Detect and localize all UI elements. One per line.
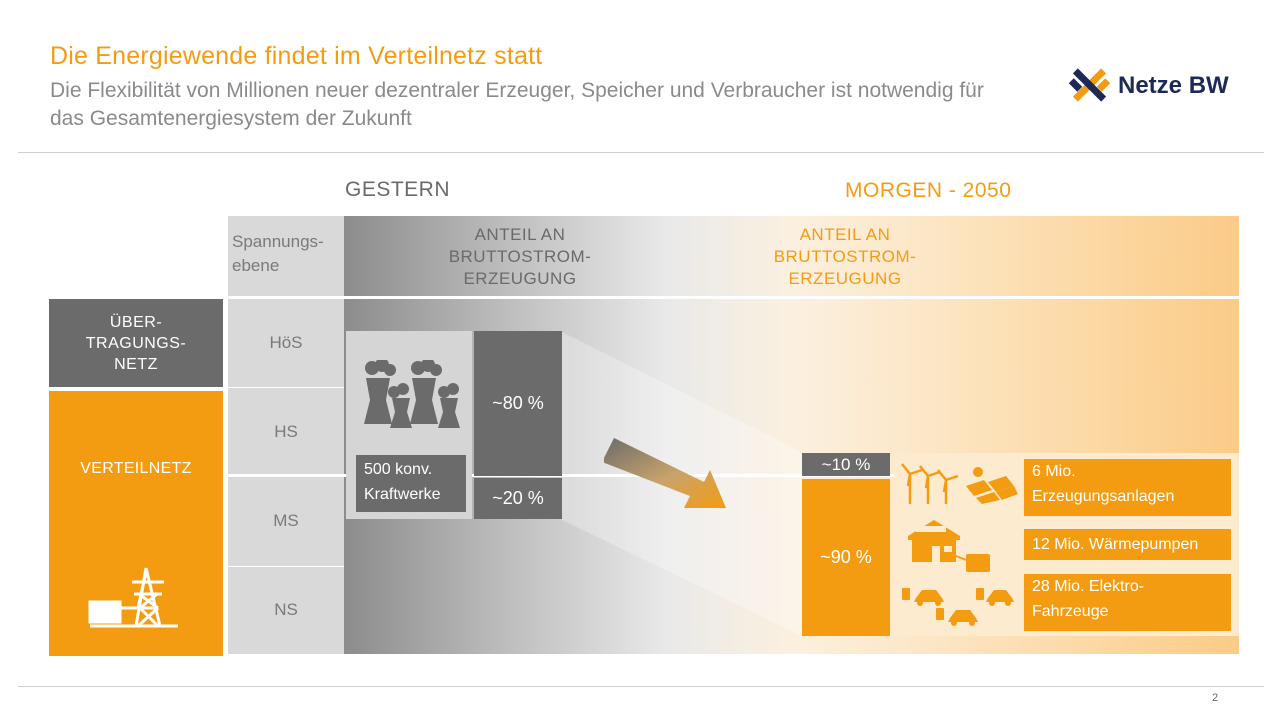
share-bar-gestern-high: ~80 % <box>474 331 562 476</box>
generation-plants-text: 6 Mio. Erzeugungsanlagen <box>1032 463 1175 505</box>
electric-vehicles-box: 28 Mio. Elektro- Fahrzeuge <box>1024 574 1231 631</box>
electric-vehicles-text: 28 Mio. Elektro- Fahrzeuge <box>1032 578 1145 620</box>
heat-pumps-text: 12 Mio. Wärmepumpen <box>1032 536 1199 553</box>
heat-pumps-box: 12 Mio. Wärmepumpen <box>1024 529 1231 560</box>
level-hoes: HöS <box>269 333 303 352</box>
distribution-network-box <box>49 391 223 656</box>
share-value: ~10 % <box>821 454 871 474</box>
netze-bw-logo <box>1068 68 1111 102</box>
power-plants-text: 500 konv. Kraftwerke <box>364 461 441 503</box>
voltage-level-header: Spannungs- ebene <box>232 230 324 278</box>
header-separator <box>228 296 1239 299</box>
logo-text: Netze BW <box>1118 72 1229 99</box>
logo-mark-icon <box>1068 68 1111 102</box>
label-gestern: GESTERN <box>345 178 451 201</box>
wind-turbine-icon <box>901 463 959 504</box>
share-bar-gestern-low: ~20 % <box>474 478 562 519</box>
solar-panel-icon <box>966 467 1018 504</box>
share-bar-morgen-low: ~90 % <box>802 479 890 636</box>
level-divider <box>228 387 344 388</box>
transmission-network-box: ÜBER- TRAGUNGS- NETZ <box>49 299 223 387</box>
substation-pylon-icon <box>88 567 178 628</box>
share-header-morgen: ANTEIL AN BRUTTOSTROM- ERZEUGUNG <box>773 225 917 288</box>
voltage-level-column <box>228 216 344 654</box>
share-value: ~80 % <box>492 393 544 413</box>
bottom-divider <box>18 686 1264 687</box>
share-value: ~90 % <box>820 547 872 567</box>
level-ms: MS <box>273 511 299 530</box>
transmission-network-label: ÜBER- TRAGUNGS- NETZ <box>85 313 187 373</box>
power-plants-label: 500 konv. Kraftwerke <box>356 455 466 512</box>
page-number: 2 <box>1212 692 1219 704</box>
generation-plants-box: 6 Mio. Erzeugungsanlagen <box>1024 459 1231 516</box>
distribution-network-label: VERTEILNETZ <box>80 460 192 477</box>
level-divider <box>228 566 344 567</box>
share-value: ~20 % <box>492 488 544 508</box>
power-plant-cooling-towers-icon <box>364 360 460 428</box>
share-header-gestern: ANTEIL AN BRUTTOSTROM- ERZEUGUNG <box>448 225 592 288</box>
label-morgen: MORGEN - 2050 <box>845 179 1012 202</box>
top-divider <box>18 152 1264 153</box>
page-title: Die Energiewende findet im Verteilnetz s… <box>50 42 543 70</box>
page-subtitle: Die Flexibilität von Millionen neuer dez… <box>50 79 984 130</box>
level-hs: HS <box>274 422 298 441</box>
share-bar-morgen-high: ~10 % <box>802 453 890 476</box>
transition-arrow-icon <box>604 438 726 508</box>
network-separator <box>228 474 1239 477</box>
voltage-level-header-text: Spannungs- ebene <box>232 232 324 275</box>
level-ns: NS <box>274 600 298 619</box>
electric-vehicles-icon <box>902 588 1014 626</box>
house-heat-pump-icon <box>908 520 990 572</box>
